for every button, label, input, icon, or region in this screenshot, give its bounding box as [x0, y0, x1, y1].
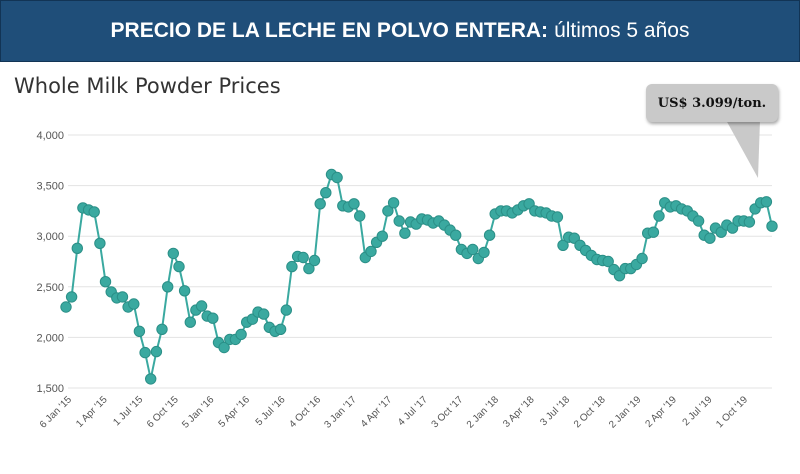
data-point — [450, 229, 462, 241]
data-point — [399, 227, 411, 239]
data-point — [297, 251, 309, 264]
data-point — [467, 243, 479, 256]
series-points — [60, 168, 778, 385]
y-axis-ticks: 1,500 2,000 2,500 3,000 3,500 4,000 — [36, 130, 64, 395]
data-point — [382, 205, 394, 217]
data-point — [133, 325, 146, 337]
y-tick-label: 1,500 — [36, 383, 64, 395]
data-point — [308, 254, 321, 267]
data-point — [760, 196, 773, 208]
data-point — [692, 215, 705, 227]
data-point — [60, 301, 72, 313]
price-callout: US$ 3.099/ton. — [646, 84, 778, 122]
data-point — [320, 187, 332, 199]
x-tick-label: 3 Apr '18 — [501, 394, 537, 430]
data-point — [145, 373, 157, 385]
x-tick-label: 5 Jul '16 — [254, 394, 288, 428]
data-point — [348, 198, 360, 210]
data-point — [128, 298, 140, 310]
data-point — [766, 220, 778, 232]
x-tick-label: 6 Jan '15 — [38, 394, 75, 431]
data-point — [365, 245, 377, 258]
x-tick-label: 2 Jan '19 — [607, 394, 644, 431]
banner-title-bold: PRECIO DE LA LECHE EN POLVO ENTERA: — [110, 19, 549, 42]
data-point — [88, 206, 100, 218]
data-point — [65, 291, 78, 303]
data-point — [387, 197, 400, 209]
y-tick-label: 4,000 — [36, 130, 64, 142]
data-point — [116, 291, 129, 303]
header-banner: PRECIO DE LA LECHE EN POLVO ENTERA: últi… — [0, 0, 800, 62]
y-tick-label: 3,000 — [36, 231, 64, 243]
data-point — [647, 226, 660, 238]
chart-title: Whole Milk Powder Prices — [14, 74, 281, 98]
x-tick-label: 2 Jan '18 — [465, 394, 502, 431]
data-point — [139, 346, 151, 359]
data-point — [274, 323, 287, 335]
x-tick-label: 3 Jul '18 — [538, 394, 572, 428]
data-point — [71, 242, 84, 255]
data-point — [743, 216, 756, 228]
x-tick-label: 4 Oct '16 — [287, 394, 323, 430]
data-point — [235, 328, 247, 341]
x-tick-label: 6 Oct '15 — [145, 394, 181, 430]
data-point — [393, 215, 405, 227]
data-point — [280, 304, 292, 316]
data-point — [156, 323, 168, 335]
grid-lines — [68, 134, 772, 389]
y-tick-label: 2,500 — [36, 282, 64, 294]
data-point — [195, 300, 208, 312]
data-point — [99, 276, 112, 288]
x-tick-label: 1 Apr '15 — [74, 394, 110, 430]
x-tick-label: 4 Jul '17 — [396, 394, 430, 428]
x-tick-label: 1 Oct '19 — [714, 394, 750, 430]
banner-title-rest: últimos 5 años — [554, 19, 690, 42]
y-tick-label: 2,000 — [36, 332, 64, 344]
data-point — [354, 210, 366, 222]
x-tick-label: 3 Jan '17 — [322, 394, 359, 431]
data-point — [314, 198, 326, 210]
data-point — [478, 246, 490, 259]
data-point — [218, 341, 230, 354]
data-point — [483, 229, 496, 241]
data-point — [207, 312, 219, 324]
data-point — [258, 308, 270, 320]
data-point — [150, 345, 163, 358]
data-point — [94, 237, 106, 250]
x-tick-label: 3 Oct '17 — [430, 394, 466, 430]
callout-pointer — [726, 120, 760, 178]
y-tick-label: 3,500 — [36, 181, 64, 193]
data-point — [162, 281, 174, 293]
data-point — [557, 239, 569, 252]
data-point — [184, 316, 197, 328]
data-point — [704, 232, 716, 244]
data-point — [173, 260, 185, 273]
data-point — [602, 255, 614, 268]
x-tick-label: 5 Apr '16 — [217, 394, 253, 430]
data-point — [303, 262, 315, 275]
x-tick-label: 5 Jan '16 — [180, 394, 217, 431]
data-point — [376, 230, 388, 242]
x-tick-label: 2 Jul '19 — [681, 394, 715, 428]
data-point — [551, 211, 564, 223]
data-point — [653, 210, 665, 222]
data-point — [286, 260, 298, 273]
x-tick-label: 1 Jul '15 — [111, 394, 145, 428]
data-point — [331, 171, 343, 184]
x-tick-label: 2 Oct '18 — [572, 394, 608, 430]
data-point — [167, 247, 180, 260]
x-tick-label: 2 Apr '19 — [643, 394, 679, 430]
x-tick-label: 4 Apr '17 — [359, 394, 395, 430]
data-point — [178, 285, 191, 297]
x-axis-ticks: 6 Jan '15 1 Apr '15 1 Jul '15 6 Oct '15 5 Ja… — [38, 394, 751, 431]
data-point — [636, 252, 648, 265]
